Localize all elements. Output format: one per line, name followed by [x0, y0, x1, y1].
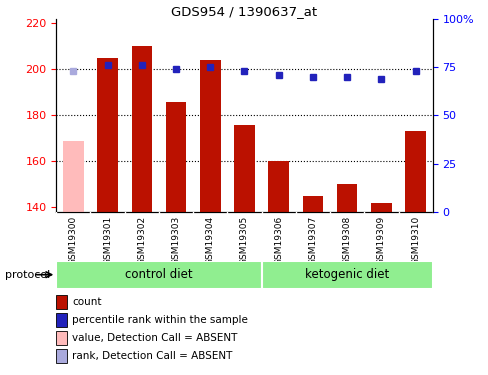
Text: GSM19307: GSM19307 — [308, 216, 317, 265]
Bar — [131, 46, 152, 212]
Text: count: count — [72, 297, 102, 307]
Text: GSM19306: GSM19306 — [274, 216, 283, 265]
Bar — [261, 261, 432, 289]
Bar — [234, 124, 254, 212]
Bar — [165, 102, 186, 212]
Text: GSM19300: GSM19300 — [69, 216, 78, 265]
Text: GSM19304: GSM19304 — [205, 216, 214, 265]
Text: rank, Detection Call = ABSENT: rank, Detection Call = ABSENT — [72, 351, 232, 361]
Bar — [97, 58, 118, 212]
Text: GSM19302: GSM19302 — [137, 216, 146, 265]
Text: protocol: protocol — [5, 270, 50, 279]
Title: GDS954 / 1390637_at: GDS954 / 1390637_at — [171, 4, 317, 18]
Text: GSM19308: GSM19308 — [342, 216, 351, 265]
Bar — [200, 60, 220, 212]
Bar — [63, 141, 83, 212]
Text: value, Detection Call = ABSENT: value, Detection Call = ABSENT — [72, 333, 237, 343]
Bar — [268, 161, 288, 212]
Text: control diet: control diet — [125, 268, 192, 281]
Text: GSM19303: GSM19303 — [171, 216, 180, 265]
Bar — [370, 202, 391, 212]
Text: percentile rank within the sample: percentile rank within the sample — [72, 315, 248, 325]
Bar — [302, 196, 323, 212]
Bar — [336, 184, 357, 212]
Text: GSM19310: GSM19310 — [410, 216, 419, 265]
Text: GSM19301: GSM19301 — [103, 216, 112, 265]
Text: GSM19305: GSM19305 — [240, 216, 248, 265]
Bar — [405, 131, 425, 212]
Text: GSM19309: GSM19309 — [376, 216, 385, 265]
Bar — [56, 261, 261, 289]
Text: ketogenic diet: ketogenic diet — [305, 268, 388, 281]
